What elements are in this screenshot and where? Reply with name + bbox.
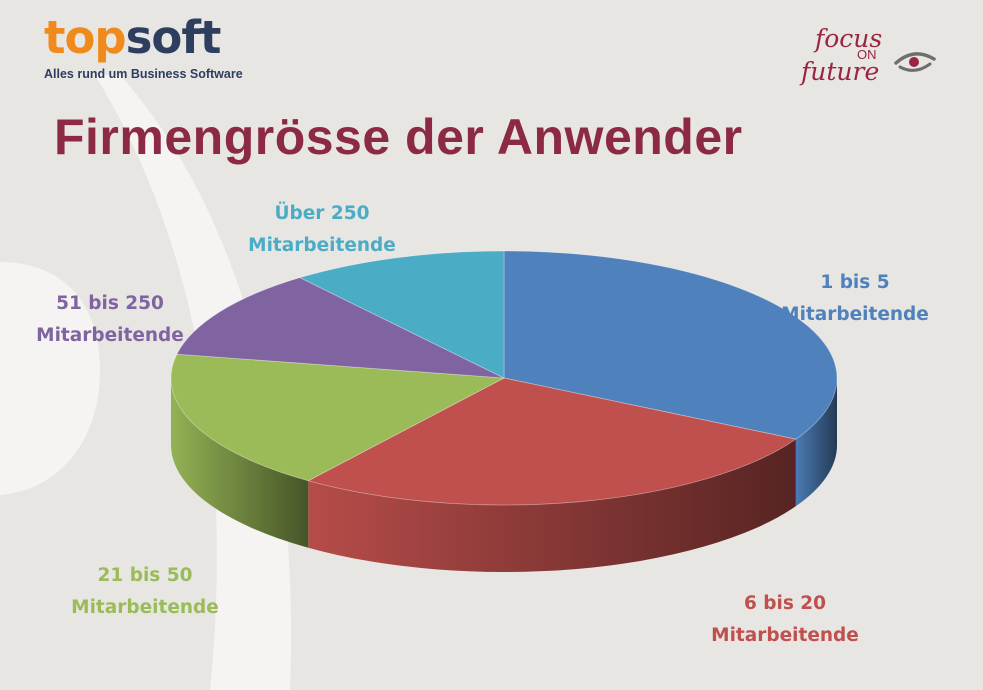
eye-icon bbox=[894, 52, 936, 72]
slice-label-6-bis-20: 6 bis 20 Mitarbeitende bbox=[710, 588, 860, 652]
slice-label-1-bis-5: 1 bis 5 Mitarbeitende bbox=[780, 267, 930, 331]
slice-label-line2: Mitarbeitende bbox=[248, 235, 396, 256]
slice-label-line2: Mitarbeitende bbox=[711, 625, 859, 646]
page-title: Firmengrösse der Anwender bbox=[54, 109, 743, 165]
topsoft-logo: topsoft Alles rund um Business Software bbox=[44, 11, 243, 82]
slice-label-51-bis-250: 51 bis 250 Mitarbeitende bbox=[35, 288, 185, 352]
slice-label-line2: Mitarbeitende bbox=[781, 304, 929, 325]
slice-label-21-bis-50: 21 bis 50 Mitarbeitende bbox=[70, 560, 220, 624]
pie-side-shade-6-bis-20 bbox=[308, 439, 796, 572]
slice-label-line1: 51 bis 250 bbox=[56, 293, 164, 314]
slice-label-line1: 1 bis 5 bbox=[820, 272, 890, 293]
topsoft-logo-tagline: Alles rund um Business Software bbox=[44, 67, 243, 81]
pie-top bbox=[170, 250, 838, 506]
pie-slice-1-bis-5 bbox=[503, 250, 838, 440]
pie-slice-51-bis-250 bbox=[176, 277, 505, 379]
pie-side-shade-1-bis-5 bbox=[795, 378, 837, 507]
slice-label-line1: 21 bis 50 bbox=[97, 565, 193, 586]
slice-label-ber-250: Über 250 Mitarbeitende bbox=[247, 198, 397, 262]
pie-slice-6-bis-20 bbox=[307, 377, 797, 506]
pie-slice-ber-250 bbox=[298, 250, 505, 379]
pie-side-shade-21-bis-50 bbox=[171, 378, 309, 548]
logo-word-focus: focus bbox=[815, 24, 883, 53]
slice-label-line2: Mitarbeitende bbox=[36, 325, 184, 346]
logo-word-future: future bbox=[801, 57, 880, 86]
topsoft-logo-wordmark: topsoft bbox=[44, 11, 221, 64]
slice-label-line1: Über 250 bbox=[274, 203, 370, 224]
slice-label-line2: Mitarbeitende bbox=[71, 597, 219, 618]
pie-sides bbox=[171, 378, 837, 572]
pie-slice-21-bis-50 bbox=[170, 353, 506, 482]
focus-on-future-logo: focus ON future bbox=[795, 26, 945, 92]
logo-word-on: ON bbox=[857, 47, 877, 62]
slice-label-line1: 6 bis 20 bbox=[743, 593, 827, 614]
